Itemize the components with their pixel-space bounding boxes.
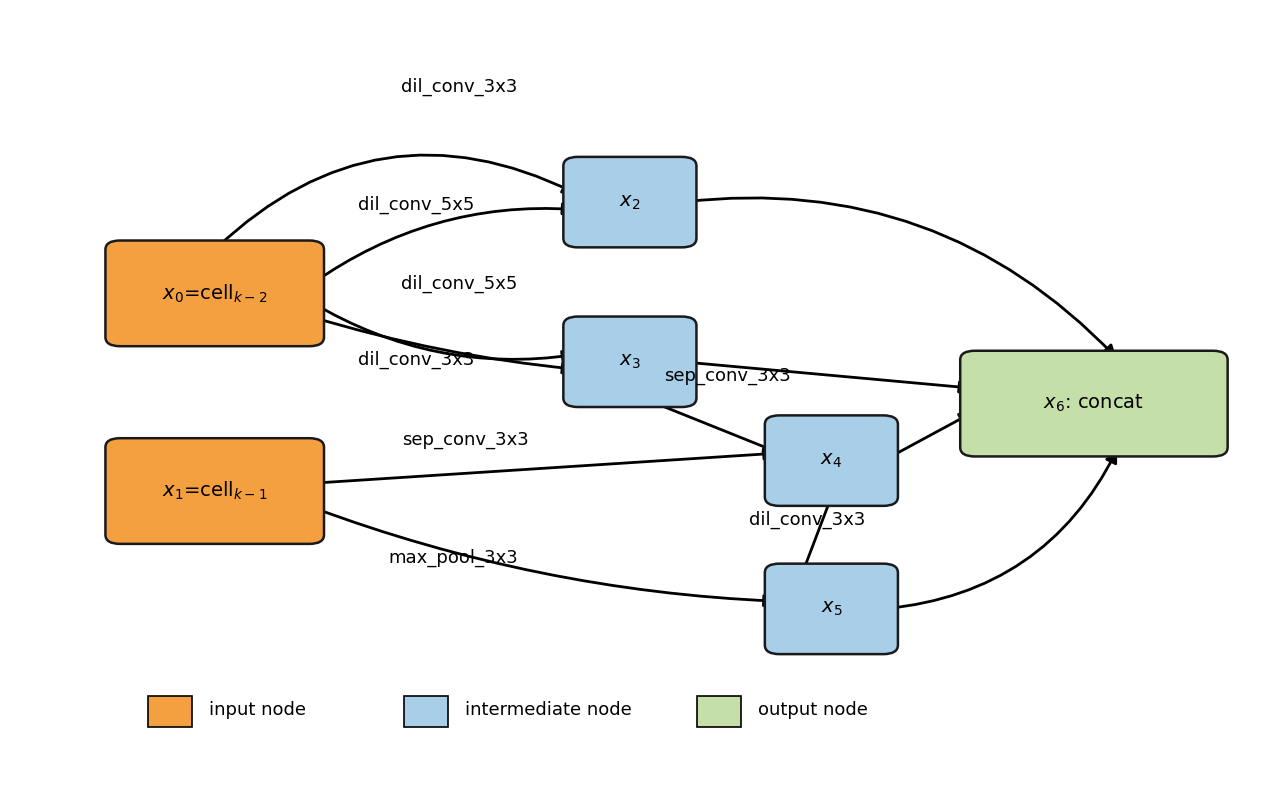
Text: dil_conv_3x3: dil_conv_3x3 [357,351,474,369]
FancyBboxPatch shape [563,317,697,407]
Text: dil_conv_5x5: dil_conv_5x5 [401,275,518,293]
FancyBboxPatch shape [697,696,742,727]
Text: dil_conv_3x3: dil_conv_3x3 [749,511,865,529]
FancyBboxPatch shape [764,564,898,654]
FancyBboxPatch shape [563,157,697,247]
Text: output node: output node [758,701,868,719]
FancyBboxPatch shape [404,696,448,727]
Text: $x_2$: $x_2$ [619,192,641,211]
Text: $x_5$: $x_5$ [820,600,842,619]
Text: dil_conv_3x3: dil_conv_3x3 [401,78,518,96]
Text: input node: input node [209,701,305,719]
Text: $x_1$=cell$_{k-1}$: $x_1$=cell$_{k-1}$ [162,480,267,502]
FancyBboxPatch shape [960,351,1227,456]
Text: $x_6$: concat: $x_6$: concat [1043,393,1145,414]
Text: sep_conv_3x3: sep_conv_3x3 [402,431,528,449]
Text: dil_conv_5x5: dil_conv_5x5 [357,196,474,214]
FancyBboxPatch shape [764,415,898,506]
Text: $x_3$: $x_3$ [619,352,641,371]
Text: max_pool_3x3: max_pool_3x3 [388,549,518,567]
Text: $x_4$: $x_4$ [820,451,842,470]
FancyBboxPatch shape [148,696,192,727]
Text: $x_0$=cell$_{k-2}$: $x_0$=cell$_{k-2}$ [162,282,267,304]
FancyBboxPatch shape [106,241,324,346]
Text: sep_conv_3x3: sep_conv_3x3 [664,367,791,385]
FancyBboxPatch shape [106,438,324,544]
Text: intermediate node: intermediate node [466,701,632,719]
